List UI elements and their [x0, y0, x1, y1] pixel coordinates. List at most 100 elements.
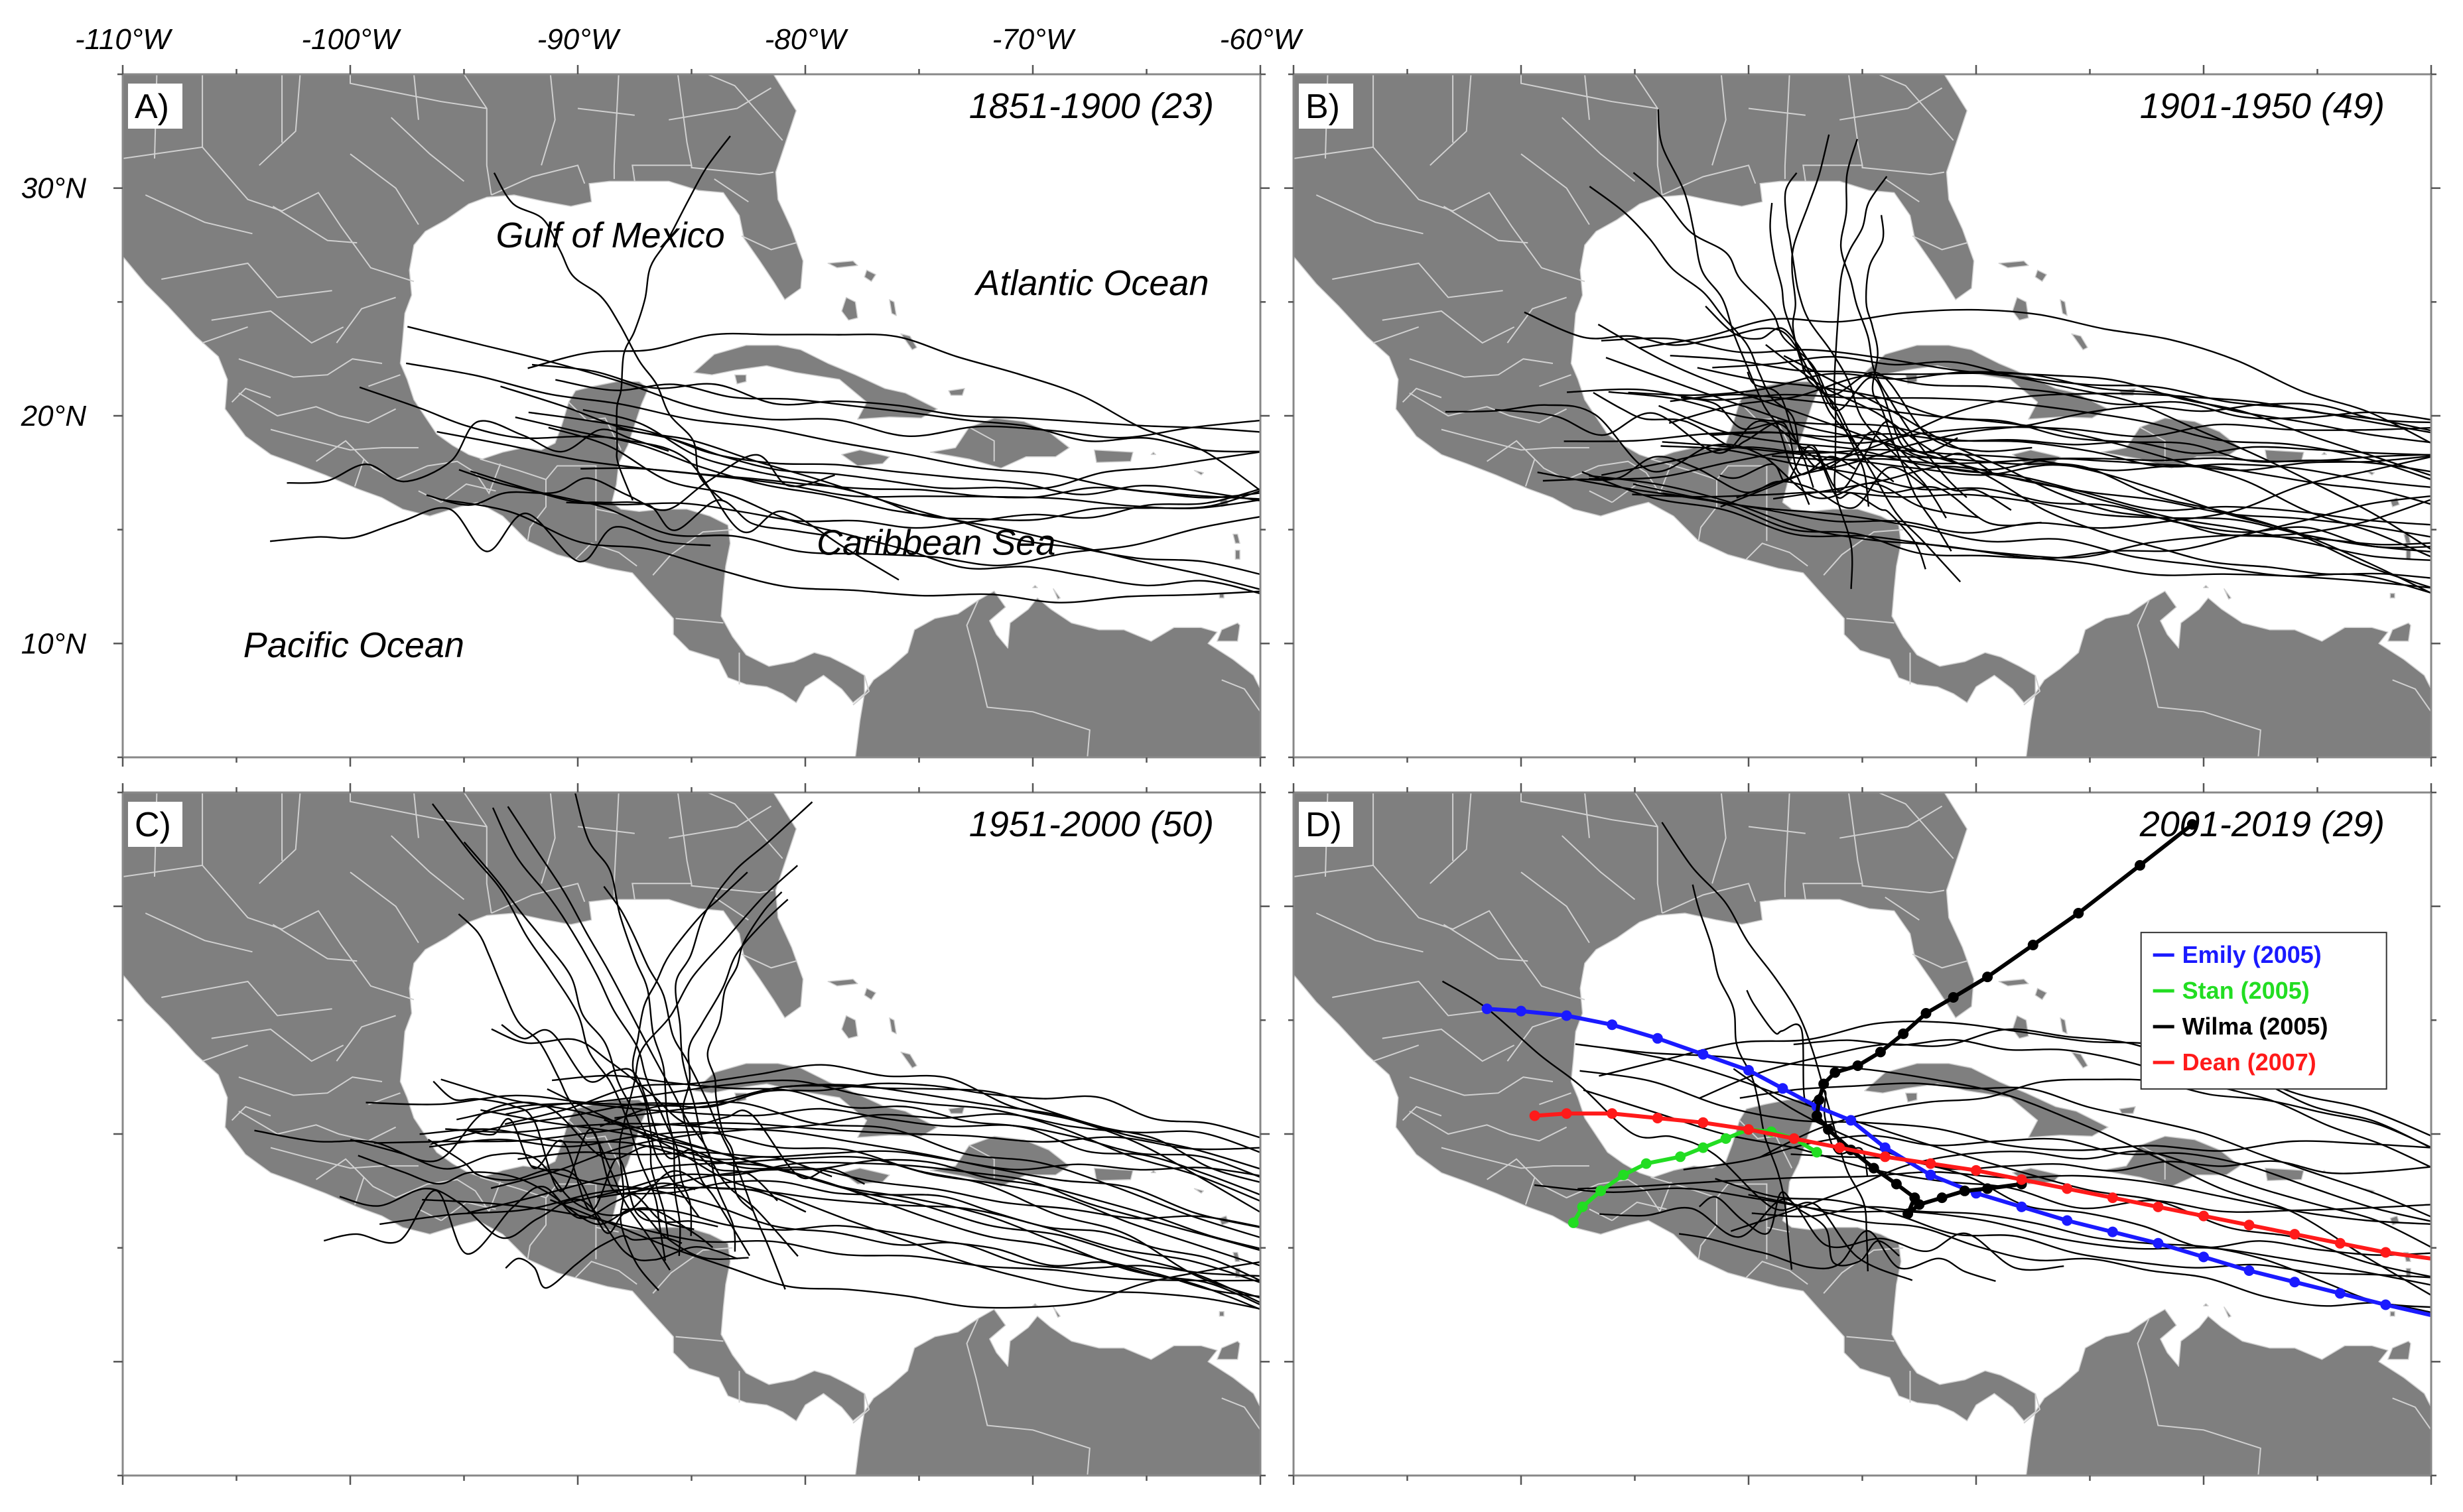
- border-line: [574, 1261, 637, 1285]
- hurricane-track: [379, 1186, 1260, 1284]
- longitude-label: -110°W: [75, 23, 172, 56]
- hurricane-track: [620, 1180, 1260, 1282]
- landmass: [1093, 449, 1134, 464]
- hurricane-track: [1639, 308, 2431, 444]
- landmass: [929, 417, 1070, 469]
- hurricane-track: [1575, 1043, 2431, 1296]
- track-point: [2135, 859, 2145, 871]
- hurricane-track: [552, 1074, 1260, 1196]
- track-point: [1852, 1060, 1863, 1071]
- hurricane-track: [1441, 980, 1913, 1281]
- hurricane-track: [436, 430, 1260, 509]
- map-panel-d: D) 2001-2019 (29) Emily (2005) Stan (2005) W…: [1284, 783, 2440, 1485]
- border-line: [966, 1318, 1091, 1476]
- border-line: [1441, 1147, 1589, 1169]
- border-line: [336, 1015, 396, 1062]
- track-point: [1811, 1110, 1822, 1121]
- map-panel-a: Gulf of Mexico Atlantic Ocean Caribbean Se…: [113, 65, 1270, 767]
- track-point: [1971, 1165, 1981, 1176]
- landmass: [2387, 622, 2411, 642]
- latitude-label: 10°N: [21, 627, 87, 660]
- border-line: [1430, 792, 1472, 885]
- hurricane-track: [622, 1208, 1260, 1298]
- border-line: [259, 74, 301, 166]
- landmass: [1998, 978, 2029, 987]
- hurricane-track: [1719, 420, 1958, 491]
- track-point: [1982, 972, 1993, 983]
- hurricane-track: [1715, 1178, 2431, 1279]
- border-line: [316, 1158, 501, 1213]
- hurricane-track: [431, 803, 667, 1261]
- hurricane-track: [323, 1182, 696, 1255]
- landmass: [2203, 585, 2209, 588]
- border-line: [1885, 897, 1920, 921]
- hurricane-track: [574, 792, 681, 1256]
- border-line: [707, 792, 783, 859]
- border-line: [270, 1147, 419, 1169]
- border-line: [2392, 1397, 2431, 1430]
- track-point: [1788, 1133, 1800, 1144]
- hurricane-track: [1632, 491, 2431, 553]
- landmass: [2012, 296, 2029, 321]
- hurricane-track: [1567, 388, 2431, 481]
- border-line: [1562, 835, 1636, 901]
- track-point: [2380, 1299, 2391, 1310]
- border-line: [1748, 107, 1806, 116]
- period-label: 1901-1950 (49): [2140, 86, 2385, 126]
- hurricane-track: [1670, 393, 2431, 558]
- border-line: [336, 296, 396, 344]
- border-line: [145, 194, 253, 235]
- track-point: [2289, 1229, 2300, 1240]
- border-line: [1430, 74, 1472, 166]
- border-line: [1711, 74, 1727, 166]
- hurricane-track: [1711, 432, 2431, 456]
- longitude-labels: -110°W -100°W -90°W -80°W -70°W -60°W: [75, 23, 1303, 56]
- track-point: [1743, 1064, 1754, 1076]
- border-line: [652, 529, 733, 576]
- hurricane-track: [1534, 1184, 2431, 1286]
- border-line: [350, 74, 487, 109]
- border-line: [1846, 1336, 1895, 1342]
- landmass: [2071, 1051, 2088, 1069]
- landmass: [827, 978, 858, 987]
- border-line: [1487, 440, 1672, 495]
- legend-entry: Dean (2007): [2182, 1048, 2316, 1076]
- hurricane-track: [1495, 409, 2042, 527]
- border-line: [1524, 1176, 1536, 1205]
- landmass: [2264, 1167, 2304, 1182]
- landmass: [1193, 470, 1205, 476]
- hurricane-track: [600, 1082, 1260, 1139]
- hurricane-track: [463, 842, 669, 1239]
- border-line: [1745, 1261, 1808, 1285]
- hurricane-track: [339, 1188, 738, 1261]
- track-point: [2334, 1237, 2346, 1249]
- map-panel-b: B) 1901-1950 (49): [1284, 65, 2440, 767]
- border-line: [1839, 87, 1943, 121]
- hurricane-track: [269, 507, 711, 563]
- border-line: [691, 883, 774, 894]
- hurricane-track: [1670, 355, 2431, 421]
- track-point: [1818, 1078, 1830, 1090]
- border-line: [852, 675, 870, 706]
- landmass: [854, 1308, 1260, 1476]
- border-line: [2392, 679, 2431, 712]
- track-point: [1577, 1201, 1588, 1212]
- track-point: [1640, 1158, 1652, 1169]
- landmass: [1998, 260, 2029, 269]
- hurricane-track: [1661, 822, 1869, 1272]
- hurricane-track: [531, 363, 1260, 433]
- border-line: [491, 883, 586, 914]
- border-line: [852, 1393, 870, 1424]
- track-point: [1902, 1208, 1914, 1220]
- hurricane-track: [566, 488, 1260, 529]
- border-line: [1846, 617, 1895, 624]
- track-point: [2153, 1201, 2164, 1212]
- track-point: [1697, 1142, 1709, 1153]
- border-line: [238, 1110, 397, 1142]
- border-line: [238, 1076, 383, 1096]
- landmass: [1032, 1303, 1038, 1306]
- hurricane-track: [430, 1084, 1260, 1170]
- landmass: [841, 449, 890, 467]
- border-line: [440, 483, 496, 503]
- border-line: [1382, 310, 1515, 344]
